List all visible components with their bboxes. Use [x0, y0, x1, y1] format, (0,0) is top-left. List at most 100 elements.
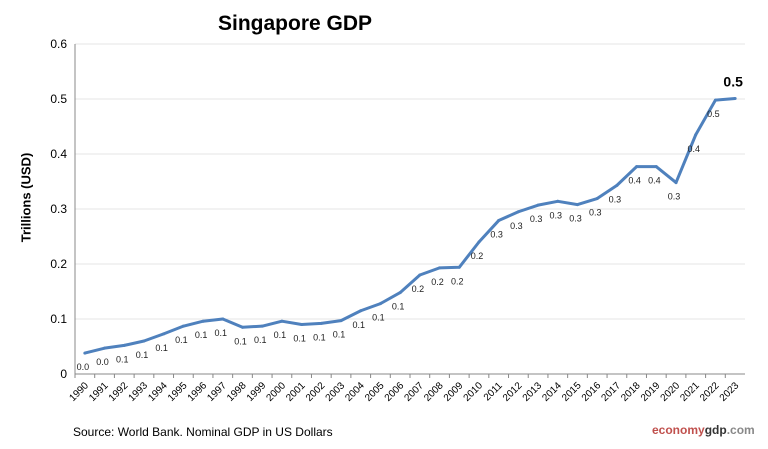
data-label: 0.4: [628, 176, 641, 186]
data-point: [221, 317, 225, 321]
x-tick-label: 2009: [442, 380, 466, 404]
x-tick-label: 2019: [639, 380, 663, 404]
data-label: 0.1: [293, 334, 306, 344]
data-label: 0.1: [215, 328, 228, 338]
data-point: [378, 302, 382, 306]
data-point: [319, 321, 323, 325]
x-tick-label: 2022: [698, 380, 722, 404]
data-label: 0.3: [668, 192, 681, 202]
data-label: 0.2: [431, 277, 444, 287]
x-tick-label: 1997: [205, 380, 229, 404]
x-tick-label: 2015: [560, 380, 584, 404]
series-line: [84, 96, 736, 355]
data-point: [536, 203, 540, 207]
y-tick-label: 0.1: [50, 312, 67, 326]
x-tick-label: 2010: [462, 380, 486, 404]
data-label: 0.2: [451, 276, 464, 286]
x-tick-label: 2001: [284, 380, 308, 404]
brand-part: gdp: [704, 423, 727, 437]
data-label: 0.3: [609, 194, 622, 204]
x-tick-label: 2014: [540, 380, 564, 404]
data-label: 0.3: [510, 221, 523, 231]
data-label: 0.4: [687, 144, 700, 154]
data-point: [241, 325, 244, 329]
y-tick-label: 0.6: [50, 37, 67, 51]
data-point: [359, 309, 363, 313]
data-label: 0.3: [530, 214, 543, 224]
x-tick-label: 1991: [87, 380, 111, 404]
data-label: 0.0: [77, 362, 90, 372]
data-point: [300, 323, 304, 326]
data-label: 0.1: [136, 350, 149, 360]
data-label: 0.3: [550, 210, 563, 220]
data-label: 0.3: [589, 208, 602, 218]
data-label: 0.0: [96, 357, 109, 367]
x-tick-label: 1992: [107, 380, 131, 404]
data-point: [83, 351, 87, 355]
x-tick-label: 2007: [402, 380, 426, 404]
x-tick-label: 1990: [67, 380, 91, 404]
data-label: 0.1: [333, 330, 346, 340]
data-point: [103, 346, 107, 350]
data-label: 0.1: [313, 332, 326, 342]
data-label: 0.4: [648, 176, 661, 186]
y-tick-label: 0.4: [50, 147, 67, 161]
x-tick-label: 2000: [265, 380, 289, 404]
x-tick-label: 2016: [580, 380, 604, 404]
data-label: 0.1: [195, 330, 208, 340]
data-point: [713, 98, 717, 102]
data-point: [576, 203, 579, 207]
x-tick-label: 1994: [146, 380, 170, 404]
data-point: [260, 324, 264, 328]
data-label: 0.1: [175, 335, 188, 345]
y-tick-label: 0: [60, 367, 67, 381]
data-label: 0.3: [569, 214, 582, 224]
data-point: [635, 165, 639, 169]
data-point: [477, 240, 481, 244]
brand-part: .com: [726, 423, 755, 437]
source-note: Source: World Bank. Nominal GDP in US Do…: [73, 425, 333, 439]
chart-title: Singapore GDP: [217, 12, 373, 35]
data-label: 0.2: [471, 251, 484, 261]
brand-logo: economygdp.com: [652, 423, 755, 437]
x-tick-label: 2006: [383, 380, 407, 404]
y-tick-label: 0.5: [50, 92, 67, 106]
x-tick-label: 2018: [619, 380, 643, 404]
data-point: [595, 197, 599, 201]
x-tick-label: 2011: [482, 380, 505, 403]
data-point: [201, 319, 205, 323]
x-tick-label: 2017: [600, 380, 624, 404]
data-label: 0.3: [490, 230, 503, 240]
x-tick-label: 2012: [501, 380, 525, 404]
x-tick-label: 1999: [245, 380, 269, 404]
x-tick-label: 2004: [343, 380, 367, 404]
data-label: 0.1: [352, 320, 365, 330]
last-value-label: 0.5: [723, 73, 743, 89]
x-tick-label: 2003: [324, 380, 348, 404]
data-point: [615, 183, 619, 187]
x-tick-label: 1996: [186, 380, 210, 404]
x-tick-label: 2008: [422, 380, 446, 404]
data-point: [556, 199, 560, 203]
data-point: [398, 291, 402, 295]
data-point: [516, 210, 520, 214]
data-point: [181, 324, 185, 328]
data-label: 0.5: [707, 109, 720, 119]
x-tick-label: 1995: [166, 380, 190, 404]
brand-part: economy: [652, 423, 705, 437]
data-label: 0.2: [412, 284, 425, 294]
data-label: 0.1: [392, 302, 405, 312]
x-tick-label: 2023: [718, 380, 742, 404]
x-tick-label: 1998: [225, 380, 249, 404]
data-point: [122, 343, 126, 347]
data-point: [694, 133, 698, 137]
data-point: [418, 273, 422, 277]
data-point: [438, 266, 442, 270]
data-label: 0.1: [372, 313, 385, 323]
data-point: [497, 219, 501, 223]
x-tick-label: 2005: [363, 380, 387, 404]
x-tick-label: 2020: [659, 380, 683, 404]
data-label: 0.1: [234, 336, 247, 346]
data-label: 0.1: [116, 354, 129, 364]
y-tick-label: 0.3: [50, 202, 67, 216]
